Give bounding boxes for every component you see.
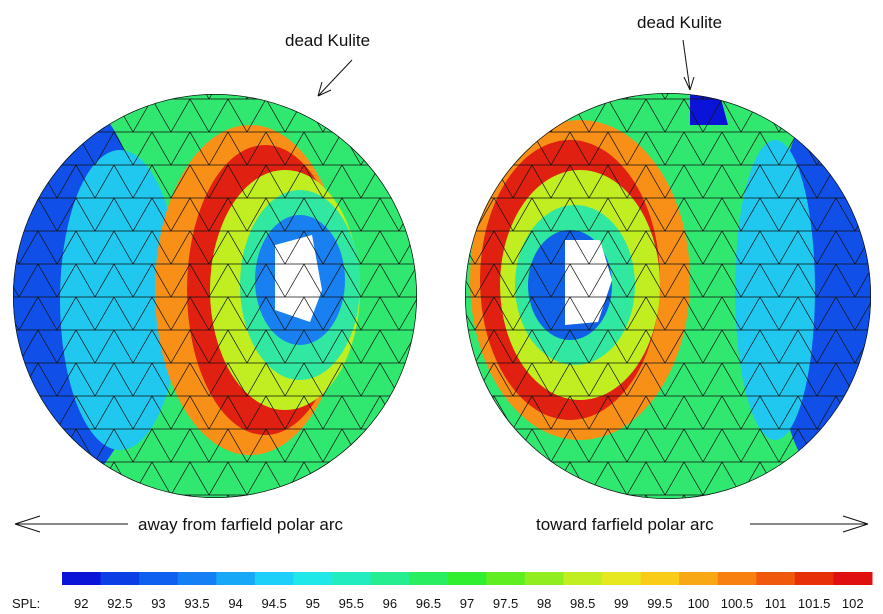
colorbar-tick-label: 93	[151, 596, 165, 611]
colorbar-segment	[602, 572, 642, 585]
colorbar-tick-label: 94.5	[261, 596, 286, 611]
colorbar-segment	[794, 572, 834, 585]
colorbar-segment	[640, 572, 680, 585]
colorbar-tick-label: 101	[765, 596, 787, 611]
colorbar-segment	[447, 572, 487, 585]
colorbar-segment	[833, 572, 873, 585]
colorbar-segment	[177, 572, 217, 585]
annotation: away from farfield polar arc	[138, 515, 344, 534]
colorbar: SPL: 92 92.5 93 93.5 94 94.5 95 95.5 96 96.5 97 97.…	[12, 572, 873, 611]
colorbar-tick-label: 100	[688, 596, 710, 611]
colorbar-segment	[717, 572, 757, 585]
colorbar-label: SPL:	[12, 596, 40, 611]
colorbar-segment	[370, 572, 410, 585]
colorbar-segment	[216, 572, 256, 585]
colorbar-segment	[100, 572, 140, 585]
colorbar-segment	[409, 572, 449, 585]
annotation: toward farfield polar arc	[536, 515, 714, 534]
pointer	[682, 39, 695, 91]
pointer	[317, 59, 353, 97]
colorbar-segment	[254, 572, 294, 585]
colorbar-segment	[62, 572, 102, 585]
colorbar-tick-label: 96.5	[416, 596, 441, 611]
colorbar-tick-label: 95	[305, 596, 319, 611]
colorbar-tick-label: 92.5	[107, 596, 132, 611]
colorbar-segment	[679, 572, 719, 585]
colorbar-tick-label: 97	[460, 596, 474, 611]
colorbar-tick-label: 96	[383, 596, 397, 611]
colorbar-tick-label: 101.5	[798, 596, 831, 611]
annotation: dead Kulite	[637, 13, 722, 32]
arrow	[14, 515, 128, 533]
colorbar-segment	[756, 572, 796, 585]
colorbar-tick-label: 99.5	[647, 596, 672, 611]
colorbar-segment	[332, 572, 372, 585]
colorbar-tick-label: 98	[537, 596, 551, 611]
colorbar-segment	[486, 572, 526, 585]
colorbar-segment	[563, 572, 603, 585]
colorbar-tick-label: 92	[74, 596, 88, 611]
colorbar-tick-label: 99	[614, 596, 628, 611]
colorbar-tick-label: 102	[842, 596, 864, 611]
colorbar-tick-label: 100.5	[721, 596, 754, 611]
colorbar-tick-label: 97.5	[493, 596, 518, 611]
colorbar-segment	[293, 572, 333, 585]
colorbar-tick-label: 95.5	[339, 596, 364, 611]
colorbar-segment	[524, 572, 564, 585]
annotation: dead Kulite	[285, 31, 370, 50]
arrow	[750, 515, 869, 533]
colorbar-segment	[139, 572, 179, 585]
colorbar-tick-label: 93.5	[184, 596, 209, 611]
colorbar-tick-label: 98.5	[570, 596, 595, 611]
colorbar-tick-label: 94	[228, 596, 242, 611]
